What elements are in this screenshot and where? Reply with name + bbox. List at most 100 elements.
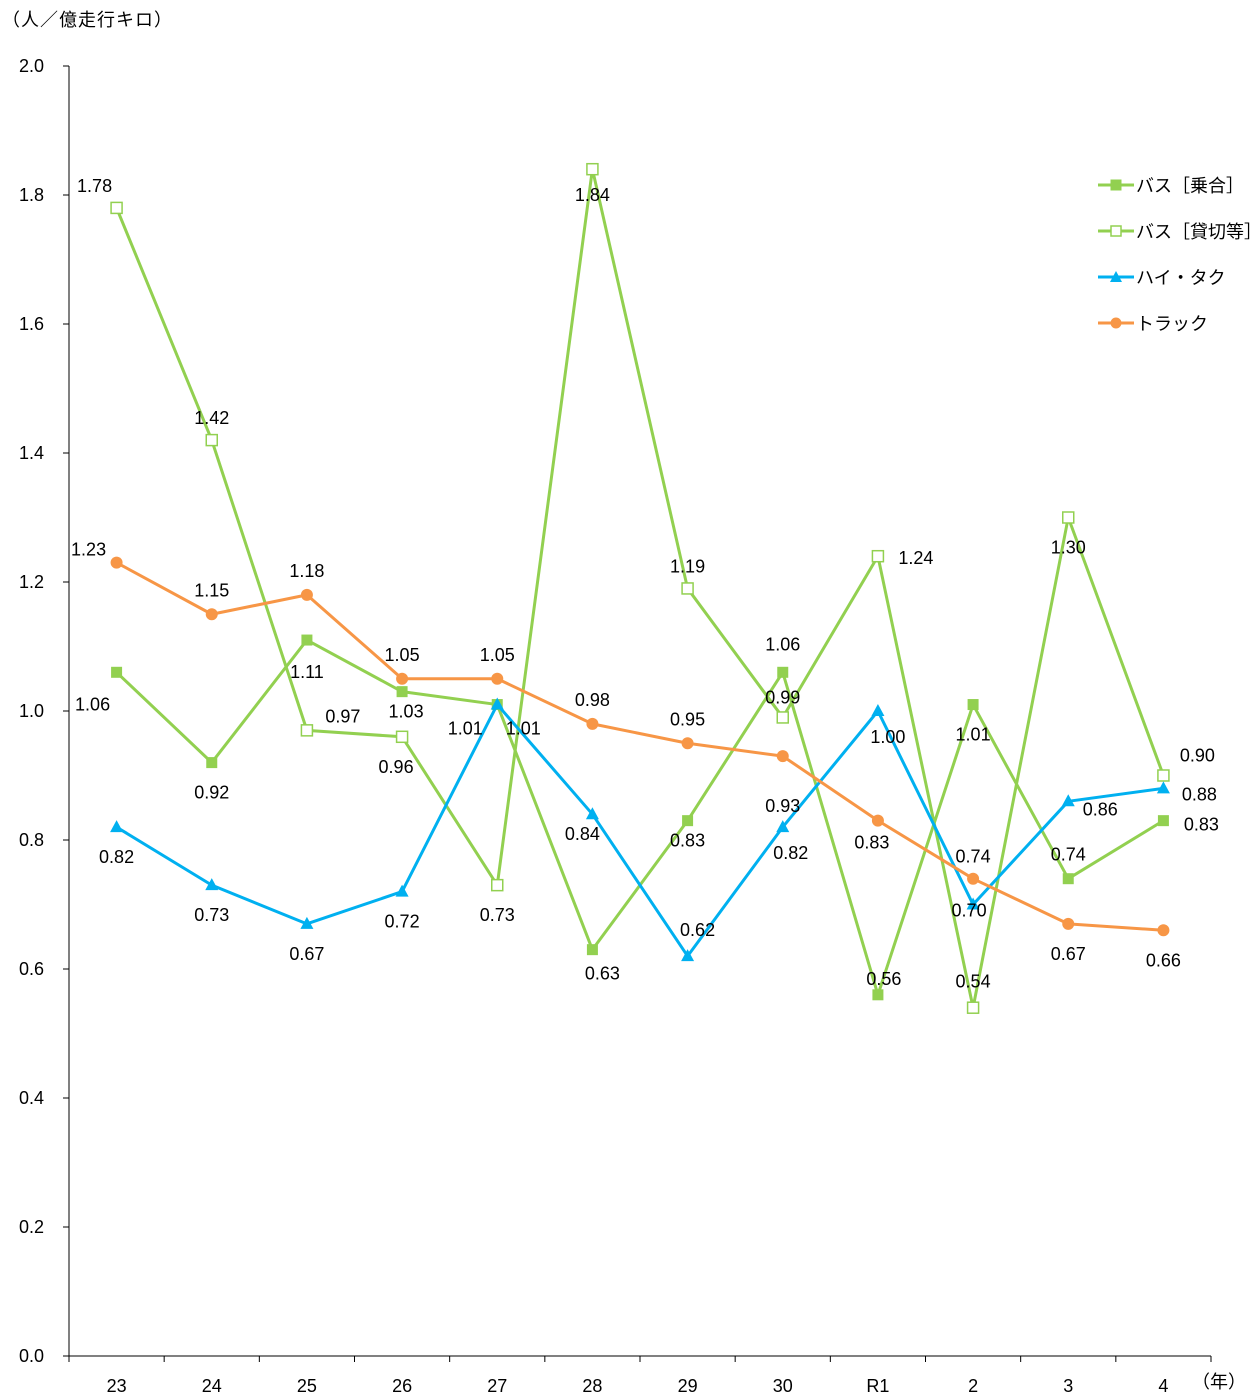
data-point bbox=[110, 820, 124, 833]
y-tick-label: 1.6 bbox=[19, 314, 44, 334]
data-point bbox=[681, 949, 695, 962]
legend-marker-triangle bbox=[1098, 271, 1134, 282]
data-labels-layer: 1.06 0.92 1.11 1.03 1.01 0.63 0.83 1.06 0.56 1.01… bbox=[71, 176, 1219, 992]
data-point bbox=[1157, 815, 1169, 827]
x-tick-label: 26 bbox=[392, 1376, 412, 1396]
y-tick-label: 0.6 bbox=[19, 959, 44, 979]
data-point bbox=[682, 815, 694, 827]
data-point bbox=[491, 878, 504, 892]
data-label: 1.01 bbox=[956, 725, 991, 745]
data-label: 1.05 bbox=[480, 645, 515, 665]
data-label: 0.84 bbox=[565, 824, 600, 844]
data-point bbox=[491, 672, 504, 685]
series-taxi bbox=[110, 697, 1170, 962]
legend-marker-square-open bbox=[1098, 225, 1134, 237]
data-point bbox=[205, 433, 218, 447]
data-label: 0.86 bbox=[1083, 799, 1118, 819]
series-bus-charter bbox=[110, 162, 1170, 1014]
data-label: 0.83 bbox=[670, 831, 705, 851]
data-point bbox=[776, 711, 789, 724]
data-label: 0.62 bbox=[680, 920, 715, 940]
legend-marker-square-filled bbox=[1098, 179, 1134, 191]
data-label: 0.67 bbox=[289, 944, 324, 964]
y-tick-label: 0.2 bbox=[19, 1217, 44, 1237]
data-label: 0.88 bbox=[1182, 784, 1217, 804]
series-line bbox=[115, 167, 1165, 1010]
data-label: 0.99 bbox=[765, 687, 800, 707]
data-label: 1.06 bbox=[765, 634, 800, 654]
data-label: 0.73 bbox=[194, 905, 229, 925]
data-label: 1.84 bbox=[575, 185, 610, 205]
x-tick-label: 4 bbox=[1158, 1376, 1168, 1396]
y-tick-label: 0.4 bbox=[19, 1088, 44, 1108]
legend-label: ハイ・タク bbox=[1136, 268, 1226, 289]
y-tick-label: 1.8 bbox=[19, 185, 44, 205]
data-point bbox=[681, 582, 694, 595]
data-point bbox=[110, 201, 123, 215]
data-point bbox=[585, 807, 599, 820]
data-label: 0.70 bbox=[952, 901, 987, 921]
data-point bbox=[1061, 794, 1075, 807]
x-tick-label: 23 bbox=[107, 1376, 127, 1396]
y-tick-label: 1.0 bbox=[19, 701, 44, 721]
data-label: 0.54 bbox=[956, 972, 991, 992]
data-label: 0.82 bbox=[99, 847, 134, 867]
data-point bbox=[395, 884, 409, 897]
x-tick-label: R1 bbox=[866, 1376, 889, 1396]
data-label: 1.42 bbox=[194, 408, 229, 428]
data-label: 1.78 bbox=[77, 176, 112, 196]
data-label: 1.24 bbox=[898, 548, 933, 568]
x-tick-label: 25 bbox=[297, 1376, 317, 1396]
data-label: 0.96 bbox=[379, 757, 414, 777]
data-label: 0.74 bbox=[1051, 845, 1086, 865]
data-label: 1.30 bbox=[1051, 538, 1086, 558]
data-point bbox=[776, 820, 790, 833]
data-point bbox=[871, 549, 885, 563]
data-point bbox=[776, 750, 789, 763]
data-label: 0.74 bbox=[956, 847, 991, 867]
data-label: 1.01 bbox=[448, 719, 483, 739]
y-tick-label: 1.4 bbox=[19, 443, 44, 463]
data-point bbox=[300, 724, 314, 737]
data-label: 1.05 bbox=[385, 645, 420, 665]
data-label: 1.06 bbox=[75, 694, 110, 714]
data-label: 0.95 bbox=[670, 709, 705, 729]
data-point bbox=[1157, 769, 1170, 782]
legend-label: バス［乗合］ bbox=[1136, 176, 1244, 197]
data-label: 0.93 bbox=[765, 796, 800, 816]
data-point bbox=[586, 944, 598, 956]
x-tick-label: 2 bbox=[968, 1376, 978, 1396]
data-label: 1.18 bbox=[289, 561, 324, 581]
data-point bbox=[777, 666, 789, 678]
data-label: 1.23 bbox=[71, 540, 106, 560]
data-label: 0.92 bbox=[194, 783, 229, 803]
data-label: 0.66 bbox=[1146, 950, 1181, 970]
data-label: 0.83 bbox=[1184, 815, 1219, 835]
data-label: 1.00 bbox=[870, 727, 905, 747]
data-point bbox=[205, 878, 219, 891]
data-point bbox=[681, 737, 694, 750]
data-label: 0.73 bbox=[480, 905, 515, 925]
axes: 0.00.20.40.60.81.01.21.41.61.82.023 24 25 2… bbox=[19, 56, 1212, 1396]
data-point bbox=[111, 666, 123, 678]
data-point bbox=[396, 686, 408, 698]
data-point bbox=[967, 872, 980, 885]
data-label: 0.82 bbox=[773, 843, 808, 863]
series-line bbox=[115, 561, 1164, 932]
y-tick-label: 2.0 bbox=[19, 56, 44, 76]
data-point bbox=[206, 757, 218, 769]
data-point bbox=[396, 672, 409, 685]
legend-marker-circle bbox=[1098, 317, 1134, 329]
data-label: 1.11 bbox=[290, 662, 324, 682]
data-label: 0.67 bbox=[1051, 944, 1086, 964]
data-point bbox=[967, 699, 979, 711]
data-label: 0.97 bbox=[325, 706, 360, 726]
data-point bbox=[966, 897, 980, 910]
data-label: 1.19 bbox=[670, 556, 705, 576]
data-point bbox=[1157, 924, 1170, 937]
data-point bbox=[300, 916, 314, 929]
data-label: 1.01 bbox=[506, 719, 541, 739]
data-point bbox=[872, 989, 884, 1001]
data-point bbox=[1062, 873, 1074, 885]
